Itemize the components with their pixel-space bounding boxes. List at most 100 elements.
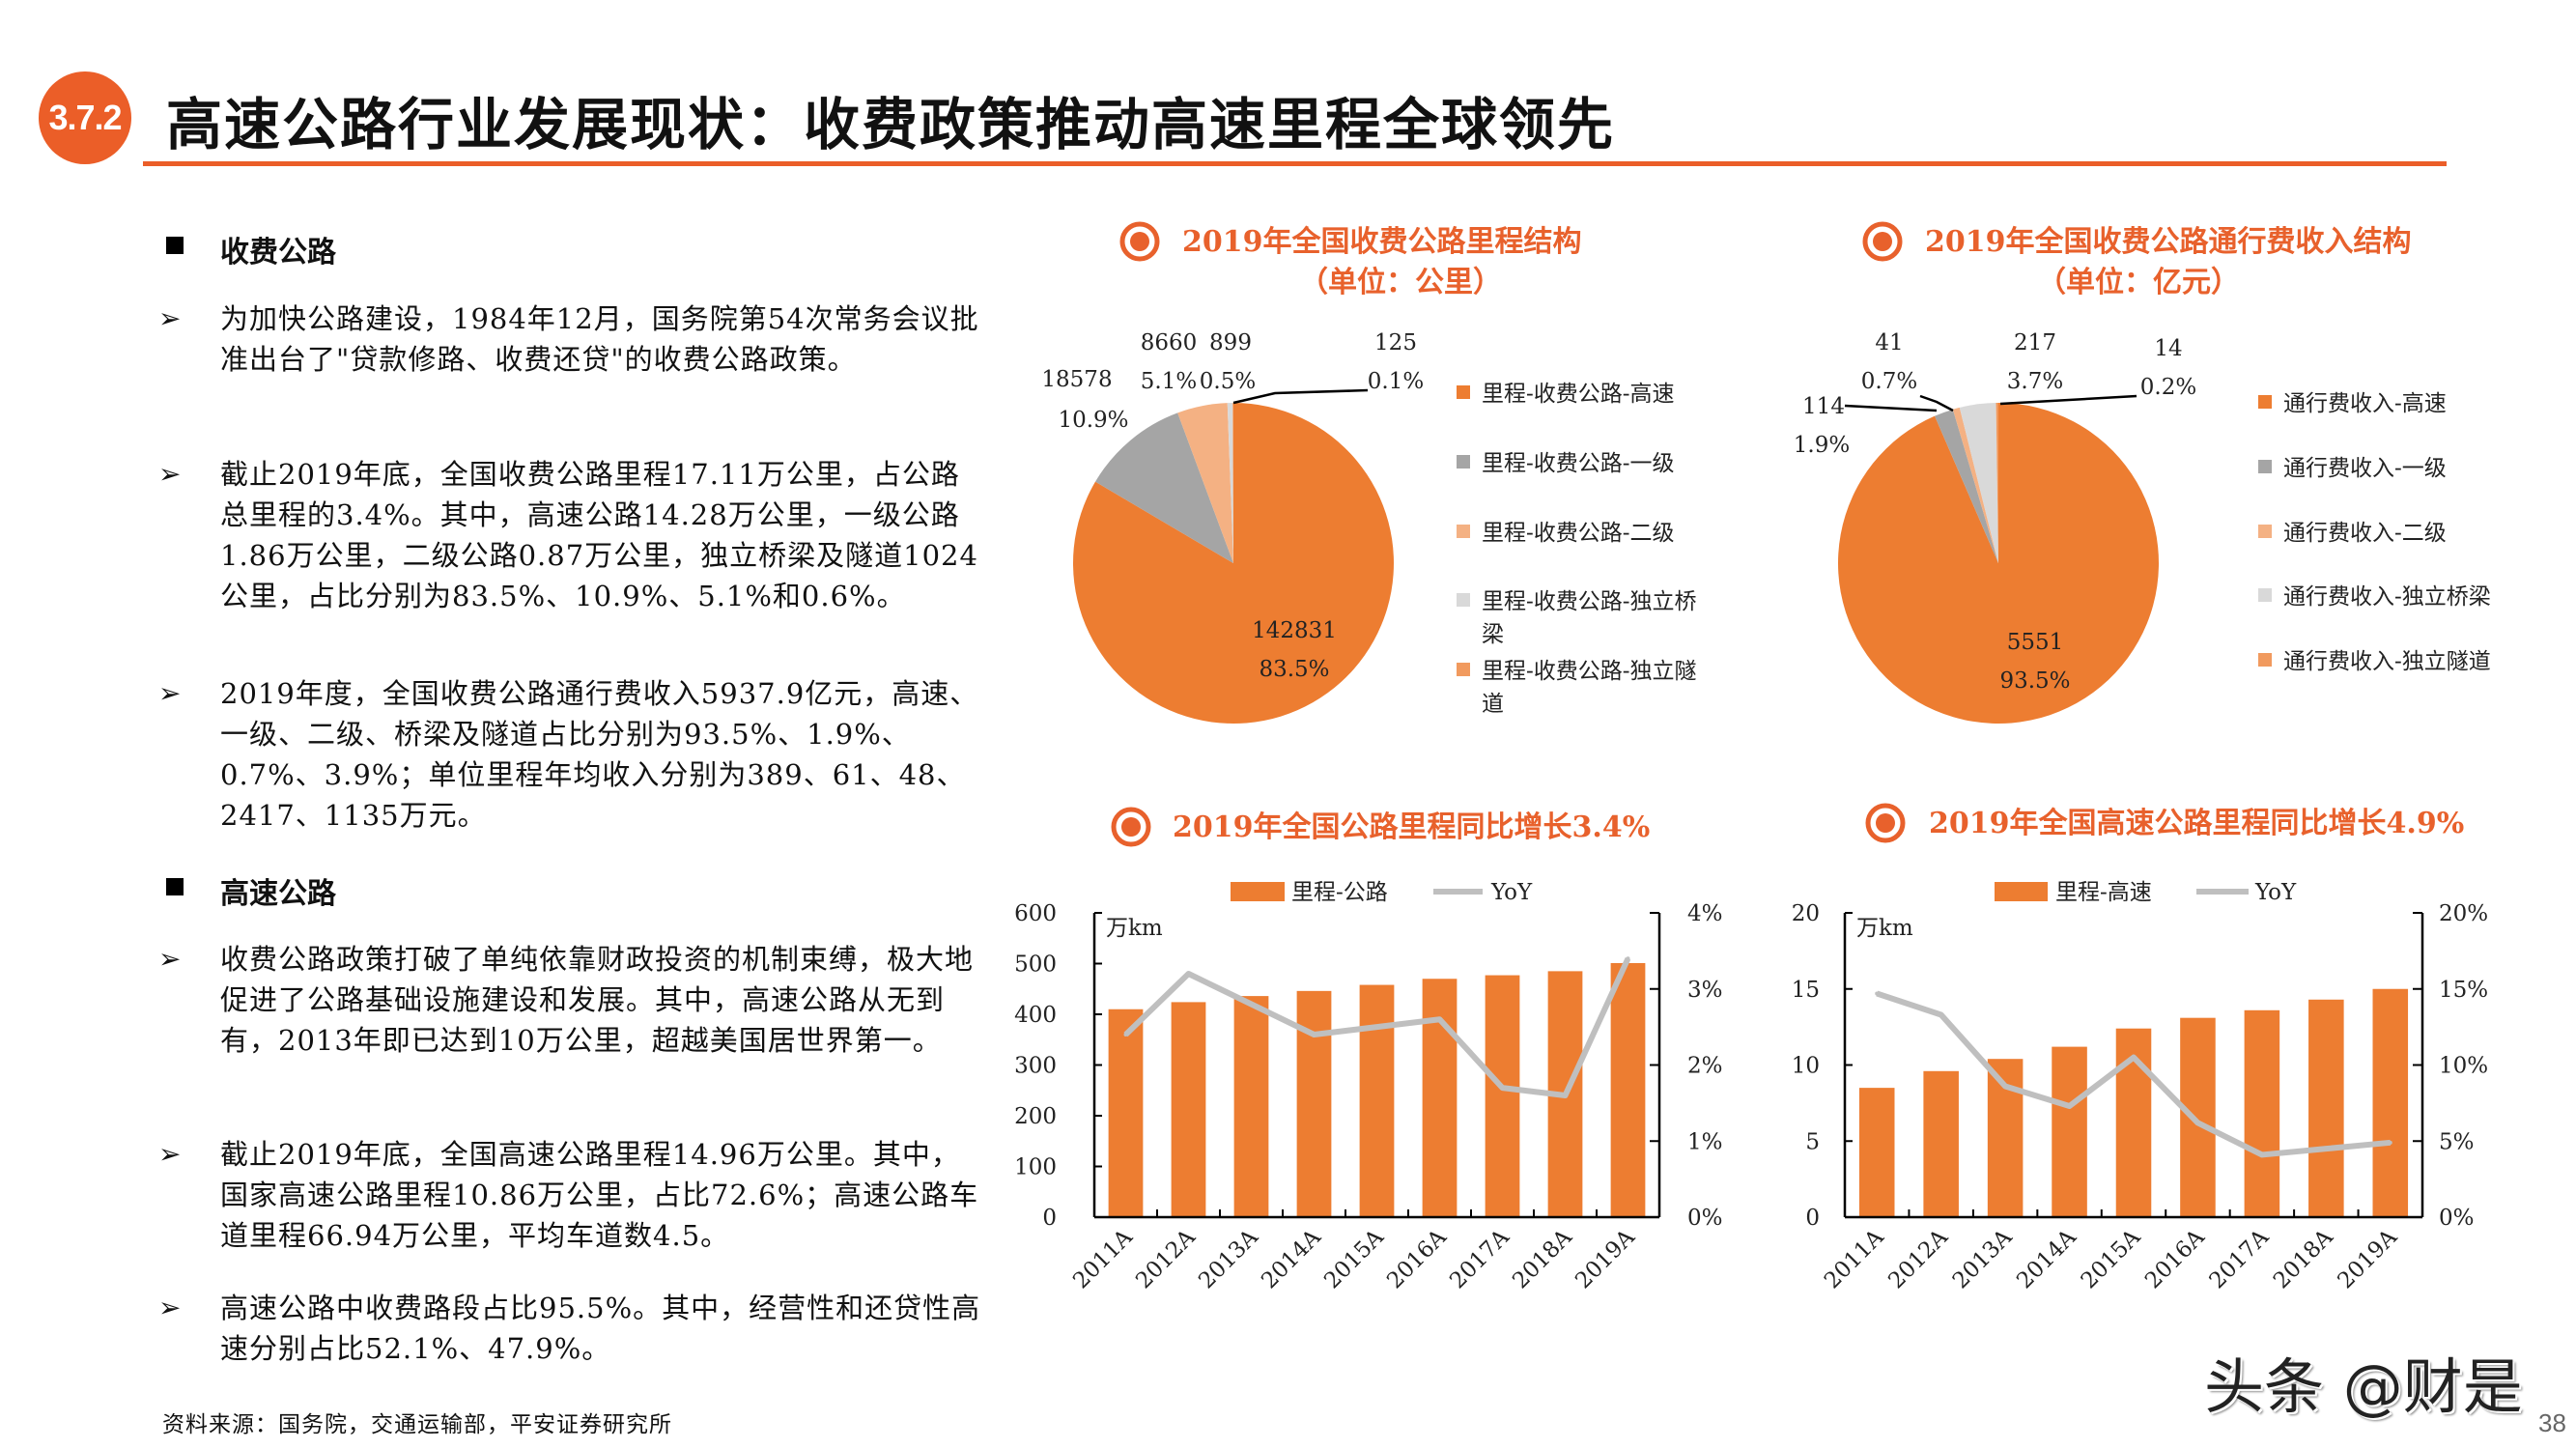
x-tick-label: 2014A [2012, 1225, 2081, 1294]
data-label-percent: 1.9% [1794, 433, 1850, 458]
data-label-value: 114 [1802, 394, 1845, 419]
bar [1233, 996, 1269, 1217]
y-tick-label: 0 [1805, 1206, 1820, 1231]
legend-swatch [1457, 385, 1470, 399]
data-label-value: 41 [1875, 330, 1903, 355]
watermark-logo: 头条 @财是 [2204, 1351, 2523, 1422]
target-icon-dot [1130, 232, 1149, 251]
x-tick-label: 2015A [2077, 1225, 2146, 1294]
y-tick-label: 300 [1014, 1054, 1057, 1079]
pie-chart-1: 2019年全国收费公路里程结构 （单位：公里） 142831 83.5% 18578 10… [1041, 221, 1697, 724]
yoy-point [2003, 1084, 2008, 1089]
paragraph-text: 截止2019年底，全国收费公路里程17.11万公里，占公路总里程的3.4%。其中… [220, 458, 978, 612]
leader-line [1919, 394, 1954, 412]
section-heading-expressways: 高速公路 [166, 869, 336, 912]
bar-line-chart-1: 2019年全国公路里程同比增长3.4% 里程-公路 YoY 万km 0 100 200 300… [1014, 807, 1723, 1294]
legend-label: 道 [1482, 692, 1504, 717]
legend-label: 通行费收入-高速 [2283, 391, 2447, 416]
leader-line [1844, 404, 1938, 412]
bar [1923, 1070, 1959, 1217]
x-tick-label: 2011A [1820, 1225, 1889, 1294]
y-tick-label: 20 [1792, 901, 1820, 926]
y-tick-label: 0 [1042, 1206, 1057, 1231]
x-tick-label: 2012A [1131, 1225, 1201, 1294]
yoy-point [1500, 1086, 1505, 1091]
pie-slice [1935, 409, 1998, 563]
yoy-point [1374, 1025, 1379, 1030]
legend-swatch [2258, 525, 2272, 538]
legend-label: YoY [2254, 880, 2297, 905]
x-tick-label: 2011A [1068, 1225, 1138, 1294]
target-icon-dot [1121, 817, 1141, 837]
source-note: 资料来源：国务院，交通运输部，平安证券研究所 [162, 1412, 672, 1437]
x-tick-label: 2016A [2140, 1225, 2210, 1294]
legend-label: 里程-收费公路-独立隧 [1482, 659, 1697, 684]
y-tick-label: 200 [1014, 1104, 1057, 1129]
pie-slice [1177, 403, 1233, 563]
yoy-point [1437, 1017, 1442, 1022]
paragraph: ➢ 2019年度，全国收费公路通行费收入5937.9亿元，高速、一级、二级、桥梁及… [158, 673, 983, 836]
legend-label: 里程-公路 [1291, 880, 1388, 905]
yoy-point [1249, 1002, 1254, 1007]
data-label-percent: 0.5% [1200, 369, 1256, 394]
y-tick-label: 600 [1014, 901, 1057, 926]
y2-tick-label: 10% [2439, 1054, 2488, 1079]
arrow-bullet-icon: ➢ [158, 1138, 183, 1170]
x-tick-label: 2019A [1571, 1225, 1640, 1294]
pie-slice [1095, 412, 1233, 563]
unit-label: 万km [1856, 916, 1913, 941]
yoy-point [2388, 1140, 2392, 1145]
yoy-point [2132, 1055, 2136, 1060]
bar [1171, 1002, 1206, 1217]
data-label-value: 142831 [1252, 618, 1337, 643]
bar [2244, 1009, 2280, 1217]
arrow-bullet-icon: ➢ [158, 302, 183, 334]
paragraph-text: 为加快公路建设，1984年12月，国务院第54次常务会议批准出台了"贷款修路、收… [220, 302, 979, 376]
page-title: 高速公路行业发展现状：收费政策推动高速里程全球领先 [166, 92, 1616, 157]
legend-label: 里程-收费公路-高速 [1482, 382, 1675, 407]
square-bullet-icon [166, 237, 184, 254]
legend-swatch [1457, 663, 1470, 676]
data-label-percent: 93.5% [1999, 668, 2070, 694]
data-label-value: 18578 [1041, 367, 1112, 392]
pie-slice [1227, 403, 1233, 563]
target-icon [1862, 221, 1903, 262]
paragraph: ➢ 截止2019年底，全国高速公路里程14.96万公里。其中，国家高速公路里程10… [158, 1134, 983, 1256]
x-tick-label: 2013A [1948, 1225, 2018, 1294]
bar [1359, 984, 1395, 1217]
yoy-point [1312, 1033, 1316, 1037]
bar [2180, 1017, 2216, 1217]
data-label-value: 899 [1209, 330, 1252, 355]
legend-label: 里程-高速 [2055, 880, 2152, 905]
paragraph: ➢ 高速公路中收费路段占比95.5%。其中，经营性和还贷性高速分别占比52.1%、… [158, 1288, 983, 1369]
legend-swatch [1457, 525, 1470, 538]
y2-tick-label: 20% [2439, 901, 2488, 926]
data-label-percent: 0.1% [1368, 369, 1424, 394]
pie-slice [1232, 403, 1233, 563]
yoy-point [2259, 1152, 2264, 1157]
data-label-value: 217 [2014, 330, 2056, 355]
section-heading-text: 高速公路 [220, 877, 336, 911]
leader-line [1999, 394, 2137, 406]
bar [1858, 1088, 1895, 1217]
x-tick-label: 2017A [1445, 1225, 1514, 1294]
target-icon [1865, 803, 1906, 843]
data-label-percent: 3.7% [2007, 369, 2063, 394]
chart-subtitle: （单位：亿元） [2037, 266, 2240, 299]
legend-label: 梁 [1482, 622, 1504, 647]
x-tick-label: 2018A [2269, 1225, 2338, 1294]
yoy-point [1123, 1033, 1128, 1037]
yoy-point [1939, 1012, 1943, 1017]
yoy-point [1626, 956, 1630, 961]
page-number: 38 [2538, 1408, 2566, 1437]
bar [1610, 962, 1646, 1217]
arrow-bullet-icon: ➢ [158, 677, 183, 709]
paragraph: ➢ 为加快公路建设，1984年12月，国务院第54次常务会议批准出台了"贷款修路、… [158, 298, 983, 380]
yoy-point [2195, 1121, 2200, 1125]
y2-tick-label: 3% [1687, 978, 1723, 1003]
x-tick-label: 2012A [1883, 1225, 1953, 1294]
paragraph-text: 收费公路政策打破了单纯依靠财政投资的机制束缚，极大地促进了公路基础设施建设和发展… [220, 943, 975, 1057]
data-label-value: 5551 [2007, 630, 2064, 655]
y2-tick-label: 0% [2439, 1206, 2475, 1231]
